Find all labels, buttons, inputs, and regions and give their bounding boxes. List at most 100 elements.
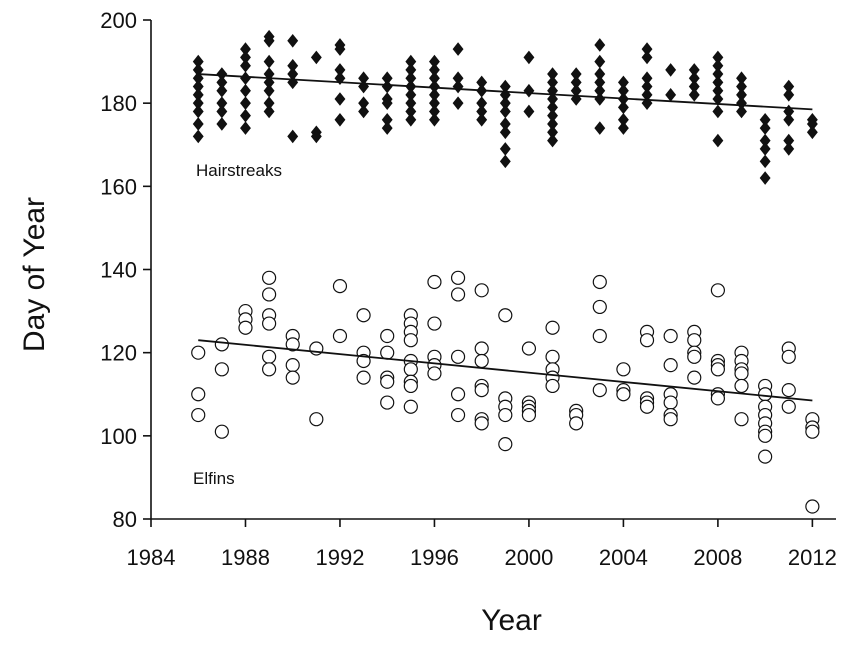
- elfins-point: [616, 362, 631, 377]
- hairstreaks-point: [759, 171, 771, 185]
- elfins-point: [781, 399, 796, 414]
- hairstreaks-point: [641, 50, 653, 65]
- x-ticks: 1984 1988 1992 1996 2000 2004 2008 2012: [127, 519, 837, 570]
- elfins-point: [498, 407, 513, 423]
- hairstreaks-point: [617, 121, 629, 135]
- hairstreaks-point: [806, 125, 818, 140]
- hairstreaks-point: [594, 92, 606, 106]
- elfins-point: [214, 337, 229, 352]
- elfins-point: [450, 287, 466, 302]
- elfins-point: [332, 279, 348, 294]
- hairstreaks-point: [499, 142, 511, 156]
- hairstreaks-point: [310, 129, 322, 144]
- elfins-point: [545, 320, 560, 335]
- hairstreaks-point: [523, 50, 535, 65]
- elfins-point: [403, 362, 418, 377]
- elfins-point: [734, 412, 749, 427]
- hairstreaks-point: [240, 108, 251, 123]
- x-tick-label: 2008: [693, 545, 742, 570]
- y-tick-label: 160: [100, 174, 137, 199]
- elfins-trend-line: [198, 339, 813, 402]
- elfins-point: [262, 270, 277, 285]
- elfins-point: [474, 353, 489, 369]
- hairstreaks-point: [452, 96, 464, 110]
- elfins-point: [309, 412, 324, 427]
- hairstreaks-point: [594, 121, 606, 135]
- elfins-point: [285, 370, 300, 385]
- x-tick-label: 2004: [599, 545, 648, 570]
- hairstreaks-point: [287, 33, 299, 48]
- hairstreaks-point: [594, 54, 606, 69]
- elfins-point: [805, 499, 820, 514]
- elfins-point: [639, 399, 655, 414]
- hairstreaks-point: [358, 79, 370, 94]
- hairstreaks-point: [665, 88, 677, 102]
- hairstreaks-point: [263, 54, 275, 69]
- hairstreaks-point: [688, 88, 700, 102]
- hairstreaks-point: [499, 104, 511, 119]
- elfins-point: [403, 399, 418, 414]
- elfins-point: [639, 333, 655, 348]
- elfins-point: [521, 341, 537, 356]
- hairstreaks-point: [736, 104, 747, 119]
- elfins-point: [474, 283, 489, 298]
- elfins-point: [191, 387, 206, 402]
- x-axis-title: Year: [481, 604, 542, 637]
- x-tick-label: 1988: [221, 545, 270, 570]
- elfins-point: [592, 274, 607, 290]
- hairstreaks-point: [192, 117, 204, 131]
- hairstreaks-trend-line: [198, 73, 813, 111]
- elfins-point: [262, 349, 277, 364]
- hairstreaks-point: [381, 121, 393, 135]
- hairstreaks-point: [665, 63, 677, 77]
- y-axis-title: Day of Year: [18, 197, 51, 352]
- hairstreaks-point: [499, 154, 511, 169]
- axes: [150, 20, 836, 520]
- elfins-point: [238, 320, 253, 335]
- hairstreaks-point: [712, 104, 724, 119]
- hairstreaks-point: [759, 154, 771, 169]
- elfins-point: [687, 349, 702, 364]
- y-tick-label: 80: [113, 507, 137, 532]
- elfins-point: [592, 299, 607, 315]
- elfins-point: [403, 333, 418, 348]
- hairstreaks-point: [263, 83, 275, 98]
- hairstreaks-point: [499, 125, 511, 140]
- elfins-point: [262, 287, 277, 302]
- elfins-point: [663, 358, 678, 373]
- series-label-elfins: Elfins: [193, 469, 235, 488]
- elfins-point: [262, 316, 277, 331]
- hairstreaks-point: [334, 42, 346, 56]
- elfins-point: [450, 387, 466, 402]
- elfins-point: [380, 328, 395, 344]
- elfins-point: [498, 437, 513, 452]
- elfins-point: [616, 387, 631, 402]
- hairstreaks-point: [452, 42, 464, 56]
- elfins-point: [592, 328, 607, 344]
- hairstreaks-point: [452, 79, 464, 94]
- hairstreaks-point: [216, 117, 228, 131]
- elfins-point: [734, 366, 749, 381]
- hairstreaks-point: [381, 96, 393, 110]
- elfins-point: [285, 337, 300, 352]
- hairstreaks-point: [547, 133, 558, 148]
- y-ticks: 80 100 120 140 160 180 200: [100, 8, 151, 532]
- x-tick-label: 1996: [410, 545, 459, 570]
- hairstreaks-point: [759, 121, 771, 135]
- hairstreaks-point: [334, 92, 346, 106]
- hairstreaks-point: [759, 142, 771, 156]
- y-tick-label: 100: [100, 424, 137, 449]
- hairstreaks-point: [405, 112, 417, 127]
- hairstreaks-point: [381, 79, 393, 94]
- elfins-point: [427, 316, 442, 331]
- hairstreaks-point: [523, 83, 535, 98]
- elfins-point: [427, 366, 442, 381]
- elfins-point: [781, 382, 796, 398]
- hairstreaks-point: [216, 104, 228, 119]
- hairstreaks-point: [594, 38, 606, 52]
- elfins-point: [356, 308, 371, 323]
- elfins-point: [214, 362, 229, 377]
- y-tick-label: 120: [100, 341, 137, 366]
- hairstreaks-point: [783, 142, 795, 156]
